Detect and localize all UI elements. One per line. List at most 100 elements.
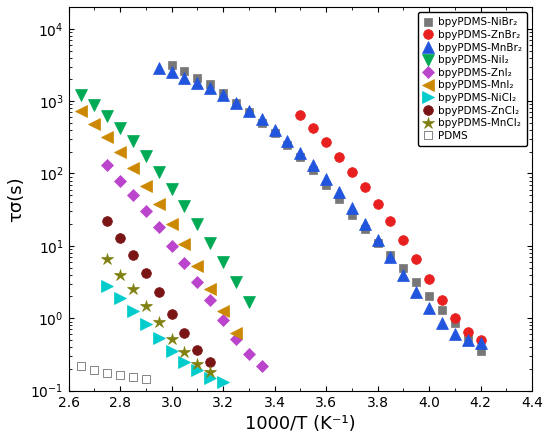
bpyPDMS-MnI₂ bbox=[194, 264, 201, 269]
bpyPDMS-MnI₂ bbox=[168, 221, 175, 227]
bpyPDMS-NiBr₂ bbox=[361, 227, 368, 232]
bpyPDMS-ZnBr₂ bbox=[413, 257, 420, 262]
bpyPDMS-ZnI₂ bbox=[156, 225, 162, 230]
bpyPDMS-NiCl₂ bbox=[117, 295, 123, 301]
bpyPDMS-MnCl₂ bbox=[117, 272, 123, 277]
bpyPDMS-ZnI₂ bbox=[142, 209, 149, 214]
bpyPDMS-ZnBr₂ bbox=[452, 315, 458, 321]
bpyPDMS-NiBr₂ bbox=[258, 120, 265, 125]
bpyPDMS-ZnBr₂ bbox=[323, 139, 329, 145]
Y-axis label: τσ(s): τσ(s) bbox=[7, 176, 25, 222]
bpyPDMS-ZnBr₂ bbox=[387, 218, 394, 224]
Line: bpyPDMS-MnCl₂: bpyPDMS-MnCl₂ bbox=[101, 253, 217, 378]
bpyPDMS-MnBr₂ bbox=[168, 70, 175, 75]
bpyPDMS-MnCl₂ bbox=[168, 336, 175, 341]
bpyPDMS-NiCl₂ bbox=[207, 375, 213, 381]
bpyPDMS-NiBr₂ bbox=[413, 279, 420, 284]
bpyPDMS-MnBr₂ bbox=[297, 150, 304, 155]
bpyPDMS-ZnI₂ bbox=[220, 317, 227, 323]
Legend: bpyPDMS-NiBr₂, bpyPDMS-ZnBr₂, bpyPDMS-MnBr₂, bpyPDMS-NiI₂, bpyPDMS-ZnI₂, bpyPDMS: bpyPDMS-NiBr₂, bpyPDMS-ZnBr₂, bpyPDMS-Mn… bbox=[418, 12, 527, 146]
bpyPDMS-ZnBr₂ bbox=[310, 125, 316, 130]
PDMS bbox=[142, 376, 149, 381]
PDMS bbox=[104, 370, 111, 376]
Line: bpyPDMS-NiCl₂: bpyPDMS-NiCl₂ bbox=[102, 280, 229, 388]
bpyPDMS-MnI₂ bbox=[130, 165, 136, 170]
bpyPDMS-NiI₂ bbox=[181, 203, 188, 208]
bpyPDMS-ZnCl₂ bbox=[207, 359, 213, 364]
X-axis label: 1000/T (K⁻¹): 1000/T (K⁻¹) bbox=[245, 415, 356, 433]
bpyPDMS-NiBr₂ bbox=[349, 212, 355, 217]
bpyPDMS-MnCl₂ bbox=[130, 287, 136, 292]
bpyPDMS-MnBr₂ bbox=[258, 117, 265, 122]
bpyPDMS-ZnCl₂ bbox=[104, 218, 111, 224]
bpyPDMS-NiCl₂ bbox=[181, 359, 188, 364]
Line: PDMS: PDMS bbox=[77, 362, 150, 383]
bpyPDMS-MnCl₂ bbox=[104, 257, 111, 262]
bpyPDMS-NiBr₂ bbox=[245, 110, 252, 115]
bpyPDMS-NiI₂ bbox=[194, 221, 201, 227]
bpyPDMS-NiBr₂ bbox=[310, 168, 316, 173]
bpyPDMS-NiBr₂ bbox=[207, 82, 213, 87]
bpyPDMS-MnI₂ bbox=[78, 109, 85, 114]
bpyPDMS-MnBr₂ bbox=[452, 332, 458, 337]
bpyPDMS-ZnBr₂ bbox=[361, 184, 368, 190]
bpyPDMS-NiBr₂ bbox=[194, 75, 201, 81]
bpyPDMS-NiCl₂ bbox=[104, 283, 111, 289]
bpyPDMS-NiBr₂ bbox=[375, 240, 381, 246]
bpyPDMS-ZnCl₂ bbox=[156, 290, 162, 295]
bpyPDMS-NiBr₂ bbox=[220, 90, 227, 95]
bpyPDMS-MnBr₂ bbox=[464, 337, 471, 343]
bpyPDMS-ZnI₂ bbox=[168, 243, 175, 249]
bpyPDMS-NiBr₂ bbox=[400, 265, 406, 270]
bpyPDMS-MnBr₂ bbox=[336, 190, 342, 195]
PDMS bbox=[91, 367, 97, 372]
bpyPDMS-MnCl₂ bbox=[181, 349, 188, 355]
bpyPDMS-NiCl₂ bbox=[168, 348, 175, 354]
bpyPDMS-NiBr₂ bbox=[323, 182, 329, 187]
bpyPDMS-NiI₂ bbox=[168, 186, 175, 191]
bpyPDMS-NiBr₂ bbox=[336, 196, 342, 201]
bpyPDMS-NiCl₂ bbox=[156, 335, 162, 340]
bpyPDMS-NiBr₂ bbox=[168, 62, 175, 67]
Line: bpyPDMS-NiBr₂: bpyPDMS-NiBr₂ bbox=[167, 60, 485, 356]
bpyPDMS-MnCl₂ bbox=[194, 362, 201, 367]
bpyPDMS-ZnCl₂ bbox=[194, 347, 201, 352]
bpyPDMS-NiBr₂ bbox=[439, 308, 446, 313]
bpyPDMS-MnBr₂ bbox=[477, 341, 484, 346]
bpyPDMS-MnI₂ bbox=[220, 308, 227, 314]
bpyPDMS-NiCl₂ bbox=[194, 368, 201, 373]
bpyPDMS-MnCl₂ bbox=[156, 319, 162, 325]
PDMS bbox=[130, 374, 136, 380]
bpyPDMS-ZnCl₂ bbox=[142, 271, 149, 276]
bpyPDMS-NiBr₂ bbox=[181, 69, 188, 74]
bpyPDMS-ZnBr₂ bbox=[375, 201, 381, 206]
bpyPDMS-NiI₂ bbox=[91, 103, 97, 108]
bpyPDMS-MnBr₂ bbox=[400, 272, 406, 277]
bpyPDMS-MnBr₂ bbox=[323, 176, 329, 181]
bpyPDMS-NiI₂ bbox=[207, 240, 213, 246]
bpyPDMS-NiI₂ bbox=[220, 259, 227, 264]
bpyPDMS-MnBr₂ bbox=[245, 108, 252, 113]
bpyPDMS-MnI₂ bbox=[117, 149, 123, 154]
bpyPDMS-ZnCl₂ bbox=[117, 235, 123, 240]
bpyPDMS-NiI₂ bbox=[245, 299, 252, 304]
Line: bpyPDMS-MnBr₂: bpyPDMS-MnBr₂ bbox=[153, 62, 486, 349]
bpyPDMS-MnBr₂ bbox=[181, 75, 188, 81]
bpyPDMS-MnBr₂ bbox=[156, 65, 162, 70]
bpyPDMS-MnI₂ bbox=[104, 134, 111, 139]
bpyPDMS-ZnI₂ bbox=[207, 297, 213, 302]
bpyPDMS-MnI₂ bbox=[181, 242, 188, 247]
bpyPDMS-ZnI₂ bbox=[258, 363, 265, 368]
bpyPDMS-ZnBr₂ bbox=[439, 297, 446, 302]
bpyPDMS-ZnI₂ bbox=[245, 352, 252, 357]
bpyPDMS-ZnI₂ bbox=[194, 279, 201, 284]
bpyPDMS-MnBr₂ bbox=[387, 254, 394, 260]
bpyPDMS-ZnBr₂ bbox=[400, 238, 406, 243]
bpyPDMS-MnI₂ bbox=[91, 121, 97, 126]
bpyPDMS-MnCl₂ bbox=[207, 370, 213, 375]
bpyPDMS-MnBr₂ bbox=[271, 127, 278, 132]
bpyPDMS-NiBr₂ bbox=[387, 252, 394, 257]
bpyPDMS-NiBr₂ bbox=[297, 154, 304, 159]
bpyPDMS-ZnBr₂ bbox=[477, 337, 484, 343]
bpyPDMS-ZnBr₂ bbox=[426, 276, 432, 282]
